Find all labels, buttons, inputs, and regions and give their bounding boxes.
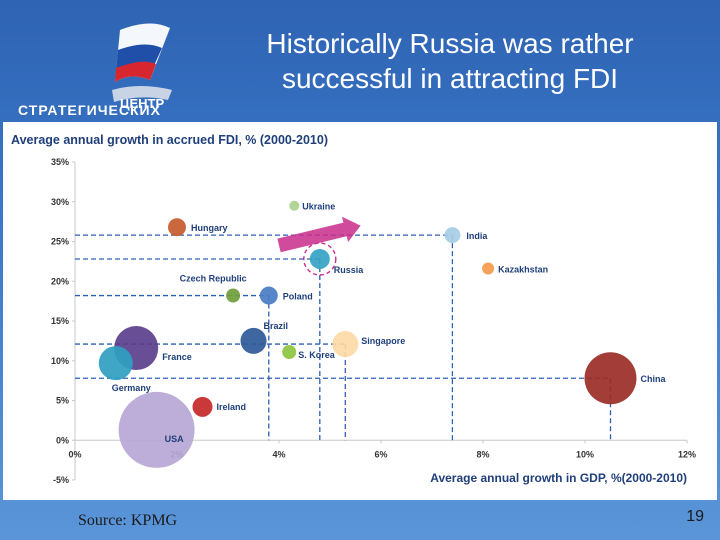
source-note: Source: KPMG <box>78 512 178 529</box>
point-label: S. Korea <box>298 350 336 360</box>
y-tick-label: 30% <box>51 197 69 207</box>
y-tick-label: 35% <box>51 157 69 167</box>
data-point <box>289 200 300 211</box>
scatter-chart: Average annual growth in accrued FDI, % … <box>11 133 696 485</box>
data-point <box>482 262 495 275</box>
point-label: Singapore <box>361 336 405 346</box>
point-label: Poland <box>283 292 313 302</box>
data-point <box>226 288 241 303</box>
point-label: India <box>466 231 488 241</box>
logo-subtext: СТРАТЕГИЧЕСКИХ <box>18 102 161 118</box>
trend-arrow <box>277 216 361 253</box>
point-label: USA <box>165 434 185 444</box>
x-axis-title: Average annual growth in GDP, %(2000-201… <box>430 471 687 485</box>
data-point <box>98 346 133 381</box>
y-tick-label: 0% <box>56 435 69 445</box>
highlight-ring <box>303 242 337 276</box>
point-label: Brazil <box>264 321 289 331</box>
point-label: Germany <box>112 383 151 393</box>
chart-panel: Average annual growth in accrued FDI, % … <box>3 122 717 500</box>
data-point <box>118 391 195 468</box>
x-tick-label: 10% <box>576 450 594 460</box>
data-point <box>584 352 637 405</box>
point-label: France <box>162 352 192 362</box>
y-tick-label: -5% <box>53 475 69 485</box>
data-point <box>282 345 297 360</box>
slide-header: ЦЕНТР СТРАТЕГИЧЕСКИХ Historically Russia… <box>0 0 720 128</box>
data-point <box>309 248 330 269</box>
logo-icon <box>112 23 172 102</box>
logo-text: ЦЕНТР <box>120 96 165 111</box>
x-tick-label: 0% <box>68 450 81 460</box>
point-label: Russia <box>334 265 365 275</box>
data-point <box>192 396 213 417</box>
y-tick-label: 10% <box>51 356 69 366</box>
data-point <box>332 331 359 358</box>
data-point <box>259 286 278 305</box>
data-point <box>168 218 186 237</box>
point-label: Kazakhstan <box>498 265 548 275</box>
data-point <box>444 227 461 244</box>
x-tick-label: 6% <box>374 450 387 460</box>
point-label: Ukraine <box>302 202 335 212</box>
data-point <box>240 327 267 354</box>
y-tick-label: 20% <box>51 276 69 286</box>
x-tick-label: 4% <box>272 450 285 460</box>
chart-title: Average annual growth in accrued FDI, % … <box>11 133 328 147</box>
slide-title: Historically Russia was rather successfu… <box>266 28 634 94</box>
point-label: China <box>641 374 667 384</box>
x-tick-label: 12% <box>678 450 696 460</box>
page-number: 19 <box>686 508 704 525</box>
x-tick-label: 8% <box>476 450 489 460</box>
y-tick-label: 5% <box>56 396 69 406</box>
y-tick-label: 15% <box>51 316 69 326</box>
point-label: Czech Republic <box>180 274 247 284</box>
point-label: Hungary <box>191 223 228 233</box>
point-label: Ireland <box>217 402 247 412</box>
y-tick-label: 25% <box>51 237 69 247</box>
